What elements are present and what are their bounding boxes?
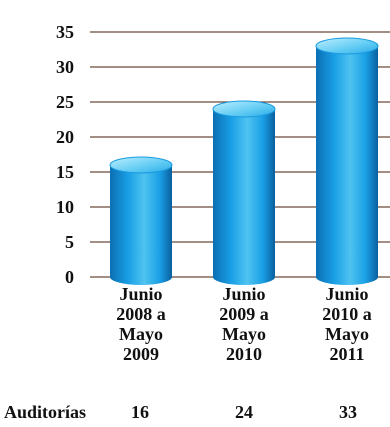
bar-top xyxy=(109,156,173,174)
x-category-label: Junio 2008 a Mayo 2009 xyxy=(116,284,166,364)
data-table-row: Auditorías 16 24 33 xyxy=(4,402,357,422)
y-tick-label: 15 xyxy=(56,162,74,182)
bars xyxy=(109,37,379,285)
bar xyxy=(315,37,379,285)
bar-body xyxy=(110,165,172,285)
x-category-label: Junio 2009 a Mayo 2010 xyxy=(219,284,269,364)
y-tick-label: 5 xyxy=(65,232,74,252)
y-tick-label: 10 xyxy=(56,197,74,217)
bar-body xyxy=(316,46,378,285)
y-axis-ticks: 0 5 10 15 20 25 30 35 xyxy=(56,22,74,287)
bar xyxy=(212,100,276,285)
x-axis-categories: Junio 2008 a Mayo 2009 Junio 2009 a Mayo 2010 Ju… xyxy=(116,284,372,364)
bar-top xyxy=(315,37,379,55)
bar xyxy=(109,156,173,285)
row-value: 33 xyxy=(339,402,357,422)
bar-body xyxy=(213,109,275,285)
row-value: 24 xyxy=(235,402,253,422)
y-tick-label: 0 xyxy=(65,267,74,287)
y-tick-label: 20 xyxy=(56,127,74,147)
row-value: 16 xyxy=(131,402,149,422)
x-category-label: Junio 2010 a Mayo 2011 xyxy=(322,284,372,364)
y-tick-label: 30 xyxy=(56,57,74,77)
y-tick-label: 25 xyxy=(56,92,74,112)
row-label: Auditorías xyxy=(4,402,86,422)
bar-top xyxy=(212,100,276,118)
y-tick-label: 35 xyxy=(56,22,74,42)
